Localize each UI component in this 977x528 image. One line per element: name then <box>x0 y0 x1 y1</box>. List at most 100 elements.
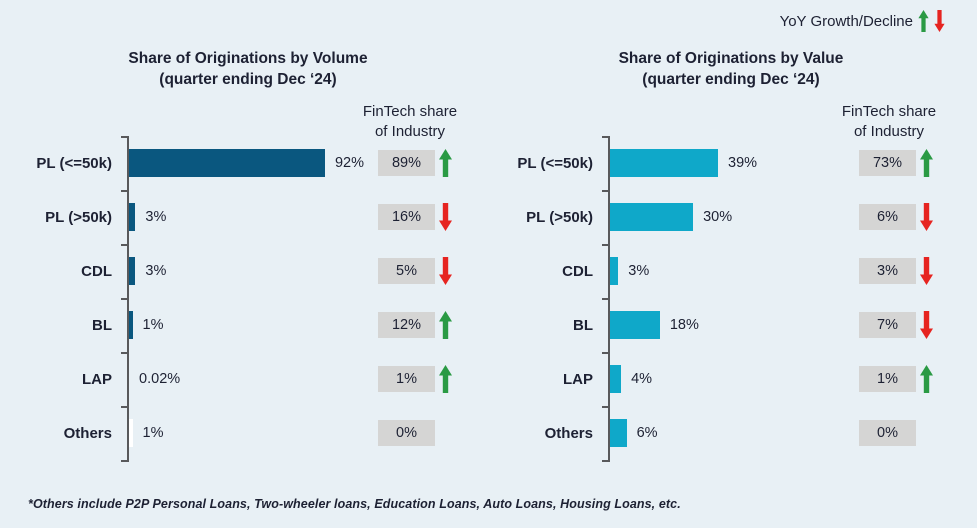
trend-arrow-icon <box>439 419 452 447</box>
category-label: LAP <box>82 370 112 388</box>
trend-arrow-icon <box>920 419 933 447</box>
trend-down-icon <box>920 203 933 231</box>
bar-value-label: 6% <box>636 425 658 441</box>
bar-track: 0.02% <box>129 352 367 406</box>
chart-row: PL (<=50k) 92% 89% <box>27 136 477 190</box>
footnote: *Others include P2P Personal Loans, Two-… <box>28 497 681 511</box>
bar-track: 3% <box>129 190 367 244</box>
fintech-share-value: 73% <box>859 150 916 176</box>
bar-track: 3% <box>129 244 367 298</box>
chart-row: PL (>50k) 3% 16% <box>27 190 477 244</box>
category-label: CDL <box>562 262 593 280</box>
fintech-share-value: 16% <box>378 204 435 230</box>
bar <box>129 419 133 447</box>
fintech-share-value: 7% <box>859 312 916 338</box>
chart-title-volume: Share of Originations by Volume (quarter… <box>128 50 368 88</box>
axis-tick <box>121 352 127 354</box>
bar-track: 18% <box>610 298 848 352</box>
fintech-share-value: 0% <box>859 420 916 446</box>
bar-value-label: 92% <box>334 155 364 171</box>
axis-tick <box>602 136 608 138</box>
bar <box>610 203 694 231</box>
trend-up-icon <box>920 149 933 177</box>
axis-tick <box>602 352 608 354</box>
trend-down-icon <box>920 257 933 285</box>
category-label: Others <box>63 424 112 442</box>
axis-tick <box>121 190 127 192</box>
fintech-share-header-value: FinTech share of Industry <box>841 103 937 140</box>
axis-tick <box>121 406 127 408</box>
category-label: BL <box>573 316 593 334</box>
chart-row: PL (<=50k) 39% 73% <box>508 136 958 190</box>
trend-up-icon <box>439 365 452 393</box>
trend-down-icon <box>439 257 452 285</box>
bar-value-label: 0.02% <box>139 371 181 387</box>
bar <box>610 419 627 447</box>
chart-row: CDL 3% 5% <box>27 244 477 298</box>
bar <box>129 257 136 285</box>
trend-down-icon <box>920 311 933 339</box>
bar <box>610 149 719 177</box>
chart-row: PL (>50k) 30% 6% <box>508 190 958 244</box>
axis-tick <box>602 298 608 300</box>
fintech-share-value: 89% <box>378 150 435 176</box>
chart-volume: PL (<=50k) 92% 89% PL (>50k) 3% 16% CDL … <box>27 136 477 462</box>
bar-track: 1% <box>129 298 367 352</box>
bar <box>610 311 660 339</box>
category-label: BL <box>92 316 112 334</box>
chart-title-value: Share of Originations by Value (quarter … <box>618 50 844 88</box>
trend-up-icon <box>439 311 452 339</box>
fintech-share-value: 6% <box>859 204 916 230</box>
chart-row: BL 1% 12% <box>27 298 477 352</box>
category-label: PL (>50k) <box>526 208 593 226</box>
axis-tick <box>602 190 608 192</box>
fintech-share-value: 1% <box>378 366 435 392</box>
y-axis-line <box>608 136 610 462</box>
bar-track: 1% <box>129 406 367 460</box>
category-label: PL (<=50k) <box>36 154 112 172</box>
trend-up-icon <box>439 149 452 177</box>
y-axis-line <box>127 136 129 462</box>
chart-row: LAP 4% 1% <box>508 352 958 406</box>
chart-row: BL 18% 7% <box>508 298 958 352</box>
fintech-share-value: 5% <box>378 258 435 284</box>
bar-value-label: 3% <box>145 209 167 225</box>
yoy-legend-label: YoY Growth/Decline <box>779 12 913 30</box>
category-label: LAP <box>563 370 593 388</box>
bar-track: 3% <box>610 244 848 298</box>
bar <box>129 311 133 339</box>
bar-value-label: 1% <box>142 317 164 333</box>
fintech-share-value: 3% <box>859 258 916 284</box>
fintech-share-value: 1% <box>859 366 916 392</box>
bar-track: 30% <box>610 190 848 244</box>
bar-value-label: 1% <box>142 425 164 441</box>
axis-tick <box>602 244 608 246</box>
bar-value-label: 39% <box>728 155 758 171</box>
chart-row: Others 1% 0% <box>27 406 477 460</box>
yoy-growth-up-icon <box>918 10 929 32</box>
axis-tick <box>602 406 608 408</box>
bar-value-label: 4% <box>631 371 653 387</box>
bar <box>129 149 325 177</box>
trend-up-icon <box>920 365 933 393</box>
yoy-decline-down-icon <box>934 10 945 32</box>
fintech-share-header-volume: FinTech share of Industry <box>362 103 458 140</box>
axis-tick <box>121 136 127 138</box>
axis-tick <box>121 298 127 300</box>
bar <box>129 203 136 231</box>
bar-value-label: 3% <box>145 263 167 279</box>
category-label: PL (>50k) <box>45 208 112 226</box>
bar-value-label: 3% <box>628 263 650 279</box>
bar-value-label: 18% <box>669 317 699 333</box>
fintech-share-value: 12% <box>378 312 435 338</box>
category-label: CDL <box>81 262 112 280</box>
fintech-share-value: 0% <box>378 420 435 446</box>
category-label: Others <box>544 424 593 442</box>
trend-down-icon <box>439 203 452 231</box>
chart-row: CDL 3% 3% <box>508 244 958 298</box>
bar <box>610 257 619 285</box>
bar <box>610 365 622 393</box>
yoy-legend: YoY Growth/Decline <box>780 10 945 32</box>
axis-tick <box>121 244 127 246</box>
category-label: PL (<=50k) <box>517 154 593 172</box>
